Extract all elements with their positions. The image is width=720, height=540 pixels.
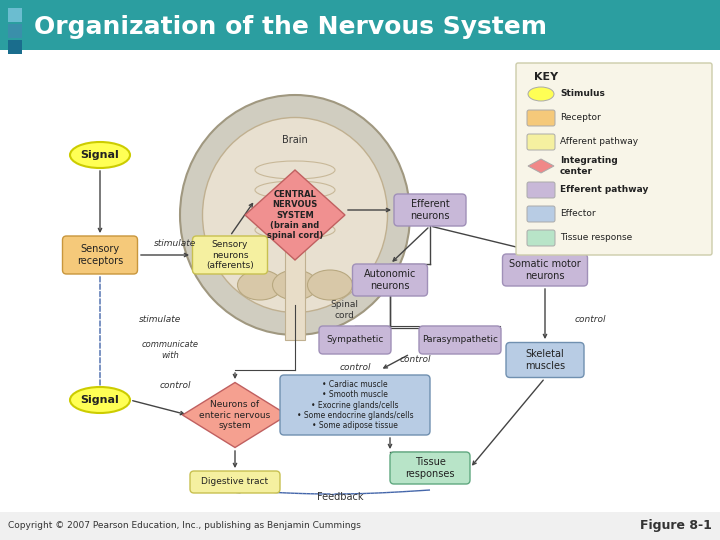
Text: Copyright © 2007 Pearson Education, Inc., publishing as Benjamin Cummings: Copyright © 2007 Pearson Education, Inc.… <box>8 522 361 530</box>
FancyBboxPatch shape <box>319 326 391 354</box>
Text: Efferent
neurons: Efferent neurons <box>410 199 450 221</box>
Polygon shape <box>245 170 345 260</box>
Text: Figure 8-1: Figure 8-1 <box>640 519 712 532</box>
Text: Signal: Signal <box>81 395 120 405</box>
Text: Brain: Brain <box>282 135 308 145</box>
Text: CENTRAL
NERVOUS
SYSTEM
(brain and
spinal cord): CENTRAL NERVOUS SYSTEM (brain and spinal… <box>267 190 323 240</box>
Text: Integrating
center: Integrating center <box>560 156 618 176</box>
FancyBboxPatch shape <box>506 342 584 377</box>
Text: Efferent pathway: Efferent pathway <box>560 186 649 194</box>
Ellipse shape <box>70 142 130 168</box>
Text: Sensory
neurons
(afferents): Sensory neurons (afferents) <box>206 240 254 270</box>
Text: stimulate: stimulate <box>139 315 181 325</box>
Polygon shape <box>182 382 287 448</box>
Text: control: control <box>159 381 191 389</box>
Text: Receptor: Receptor <box>560 113 600 123</box>
Text: stimulate: stimulate <box>154 239 196 247</box>
Bar <box>8 40 22 54</box>
Text: Afferent pathway: Afferent pathway <box>560 138 638 146</box>
Ellipse shape <box>180 95 410 335</box>
FancyBboxPatch shape <box>527 182 555 198</box>
Ellipse shape <box>528 87 554 101</box>
Ellipse shape <box>272 270 318 300</box>
Text: Spinal
cord: Spinal cord <box>330 300 358 320</box>
Text: Sensory
receptors: Sensory receptors <box>77 244 123 266</box>
FancyBboxPatch shape <box>503 254 588 286</box>
Text: Tissue response: Tissue response <box>560 233 632 242</box>
FancyBboxPatch shape <box>527 206 555 222</box>
Text: Signal: Signal <box>81 150 120 160</box>
Ellipse shape <box>70 387 130 413</box>
Ellipse shape <box>307 270 353 300</box>
Text: control: control <box>339 363 371 373</box>
Text: Neurons of
enteric nervous
system: Neurons of enteric nervous system <box>199 400 271 430</box>
Text: Feedback: Feedback <box>317 492 364 502</box>
Text: Skeletal
muscles: Skeletal muscles <box>525 349 565 371</box>
Text: control: control <box>400 355 431 364</box>
Text: communicate
with: communicate with <box>142 340 199 360</box>
Text: Autonomic
neurons: Autonomic neurons <box>364 269 416 291</box>
FancyBboxPatch shape <box>527 110 555 126</box>
FancyBboxPatch shape <box>353 264 428 296</box>
Text: Organization of the Nervous System: Organization of the Nervous System <box>34 15 547 39</box>
FancyBboxPatch shape <box>390 452 470 484</box>
FancyBboxPatch shape <box>63 236 138 274</box>
Polygon shape <box>528 159 554 173</box>
FancyBboxPatch shape <box>394 194 466 226</box>
Ellipse shape <box>202 118 387 313</box>
Bar <box>0 512 720 540</box>
FancyBboxPatch shape <box>192 236 268 274</box>
Bar <box>0 0 720 50</box>
Bar <box>8 8 22 22</box>
Text: KEY: KEY <box>534 72 558 82</box>
Text: Tissue
responses: Tissue responses <box>405 457 455 479</box>
FancyBboxPatch shape <box>516 63 712 255</box>
Text: Stimulus: Stimulus <box>560 90 605 98</box>
Text: Effector: Effector <box>560 210 595 219</box>
Text: control: control <box>575 315 606 325</box>
Text: Sympathetic: Sympathetic <box>326 335 384 345</box>
Text: Parasympathetic: Parasympathetic <box>422 335 498 345</box>
FancyBboxPatch shape <box>527 134 555 150</box>
FancyBboxPatch shape <box>190 471 280 493</box>
Ellipse shape <box>238 270 282 300</box>
Bar <box>285 240 305 340</box>
Text: Somatic motor
neurons: Somatic motor neurons <box>509 259 581 281</box>
FancyBboxPatch shape <box>527 230 555 246</box>
Text: • Cardiac muscle
• Smooth muscle
• Exocrine glands/cells
• Some endocrine glands: • Cardiac muscle • Smooth muscle • Exocr… <box>297 380 413 430</box>
FancyBboxPatch shape <box>419 326 501 354</box>
FancyBboxPatch shape <box>280 375 430 435</box>
Text: Digestive tract: Digestive tract <box>202 477 269 487</box>
Bar <box>8 24 22 38</box>
